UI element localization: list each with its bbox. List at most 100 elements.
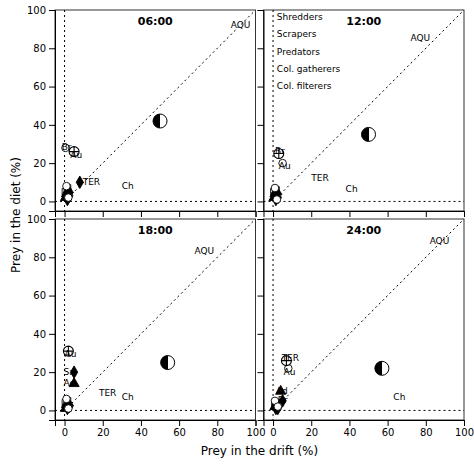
annotation: Shredders <box>277 12 323 22</box>
y-tick-mark <box>49 10 55 11</box>
panel-title: 12:00 <box>346 15 381 28</box>
marks <box>55 219 256 420</box>
annotation: Br <box>278 395 288 405</box>
x-axis-title: Prey in the drift (%) <box>201 444 318 458</box>
panel: 02040608010002040608010018:00AQUAuSaAdTE… <box>27 214 266 438</box>
x-tick-mark <box>388 420 389 426</box>
point <box>153 114 167 128</box>
x-tick <box>103 211 104 217</box>
y-tick: 40 <box>33 120 55 131</box>
point <box>161 356 175 370</box>
point <box>63 395 71 403</box>
annotation: Br <box>275 146 285 156</box>
y-tick <box>258 87 264 88</box>
x-tick-mark <box>311 211 312 217</box>
y-tick-mark <box>49 334 55 335</box>
y-tick-mark <box>49 372 55 373</box>
annotation: AQU <box>194 246 214 256</box>
panel-title: 06:00 <box>138 15 173 28</box>
x-tick-label: 80 <box>420 427 433 438</box>
x-tick-mark <box>426 211 427 217</box>
y-tick <box>258 10 264 11</box>
annotation: TER <box>82 177 100 187</box>
y-tick-mark <box>49 201 55 202</box>
y-tick <box>258 372 264 373</box>
y-tick <box>258 125 264 126</box>
annotation: TER <box>281 353 299 363</box>
x-axis: 020406080100 <box>56 420 266 438</box>
annotation: Au <box>284 367 296 377</box>
reference-line <box>65 219 256 410</box>
x-tick-mark <box>103 211 104 217</box>
reference-line <box>65 10 256 201</box>
y-tick-mark <box>49 87 55 88</box>
y-axis-title: Prey in the diet (%) <box>9 157 23 273</box>
y-tick-mark <box>49 48 55 49</box>
x-tick <box>426 211 427 217</box>
x-tick: 0 <box>62 420 68 438</box>
panel: 12:00AQUShreddersScrapersPredatorsCol. g… <box>258 10 465 217</box>
x-tick-label: 40 <box>344 427 357 438</box>
y-tick <box>258 257 264 258</box>
annotation: Col. filterers <box>277 81 332 91</box>
y-tick: 80 <box>33 252 55 263</box>
x-tick <box>464 211 465 217</box>
y-axis-line <box>258 220 265 421</box>
y-tick-mark <box>258 87 264 88</box>
x-tick-mark <box>256 211 257 217</box>
x-axis-line <box>264 212 465 218</box>
annotation: Au <box>279 161 291 171</box>
y-tick-mark <box>258 257 264 258</box>
x-tick-mark <box>273 420 274 426</box>
x-tick <box>217 211 218 217</box>
x-tick-mark <box>273 211 274 217</box>
y-tick-mark <box>49 296 55 297</box>
reference-line <box>273 10 274 211</box>
marks <box>264 10 465 211</box>
y-tick: 80 <box>33 43 55 54</box>
point <box>375 361 389 375</box>
x-tick-label: 0 <box>270 427 276 438</box>
x-tick <box>141 211 142 217</box>
marks <box>264 219 465 420</box>
panel: 02040608010006:00AQUBrAuTERCh <box>27 5 256 217</box>
x-axis <box>56 211 257 217</box>
y-axis <box>258 220 265 421</box>
x-tick-label: 100 <box>455 427 474 438</box>
x-tick-mark <box>65 420 66 426</box>
y-tick-mark <box>258 219 264 220</box>
y-tick-label: 80 <box>33 43 46 54</box>
point <box>63 182 71 190</box>
reference-line <box>55 410 256 411</box>
annotation: Ch <box>122 181 134 191</box>
x-tick-label: 60 <box>382 427 395 438</box>
x-tick-mark <box>217 211 218 217</box>
x-tick: 100 <box>455 420 474 438</box>
x-tick: 40 <box>135 420 148 438</box>
y-tick <box>258 219 264 220</box>
x-tick-mark <box>141 420 142 426</box>
y-axis: 020406080100 <box>27 5 56 212</box>
x-tick-label: 100 <box>246 427 265 438</box>
y-tick: 0 <box>40 405 55 416</box>
annotation: Ch <box>393 392 405 402</box>
y-tick-mark <box>258 48 264 49</box>
point <box>273 196 281 204</box>
y-tick-mark <box>258 10 264 11</box>
x-axis-line <box>56 212 257 218</box>
y-tick-label: 60 <box>33 290 46 301</box>
x-tick-mark <box>388 211 389 217</box>
reference-line <box>55 201 256 202</box>
y-tick-label: 40 <box>33 329 46 340</box>
x-tick-label: 80 <box>211 427 224 438</box>
plot-frame <box>264 10 465 211</box>
x-tick-mark <box>103 420 104 426</box>
x-tick: 100 <box>246 420 265 438</box>
x-tick-mark <box>65 211 66 217</box>
x-tick-mark <box>179 420 180 426</box>
x-tick: 80 <box>211 420 224 438</box>
y-tick <box>258 201 264 202</box>
x-tick-mark <box>349 211 350 217</box>
y-tick-mark <box>258 334 264 335</box>
y-tick: 60 <box>33 81 55 92</box>
